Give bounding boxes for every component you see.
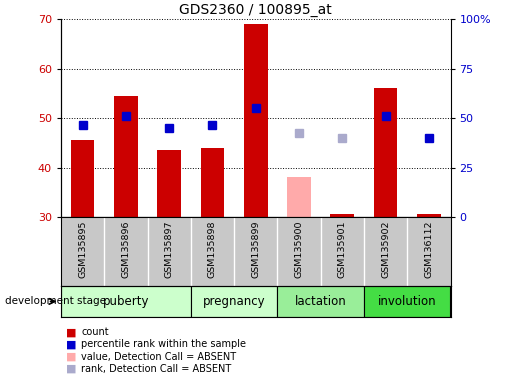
Bar (374, 88, 398, 217)
Text: development stage: development stage (5, 296, 107, 306)
Text: ■: ■ (66, 339, 77, 349)
Bar (70, 140, 94, 217)
Text: percentile rank within the sample: percentile rank within the sample (81, 339, 246, 349)
Text: GSM136112: GSM136112 (425, 220, 434, 278)
Text: GSM135898: GSM135898 (208, 220, 217, 278)
Text: involution: involution (378, 295, 437, 308)
Bar (364, 286, 450, 317)
Text: GSM135897: GSM135897 (165, 220, 174, 278)
Text: lactation: lactation (295, 295, 347, 308)
Bar (191, 286, 277, 317)
Text: GSM135899: GSM135899 (251, 220, 260, 278)
Text: GSM135900: GSM135900 (295, 220, 304, 278)
Bar (417, 215, 441, 217)
Bar (244, 24, 268, 217)
Text: ■: ■ (66, 364, 77, 374)
Text: ■: ■ (66, 327, 77, 337)
Text: GSM135895: GSM135895 (78, 220, 87, 278)
Text: value, Detection Call = ABSENT: value, Detection Call = ABSENT (81, 352, 236, 362)
Bar (157, 150, 181, 217)
Text: GSM135901: GSM135901 (338, 220, 347, 278)
Text: rank, Detection Call = ABSENT: rank, Detection Call = ABSENT (81, 364, 231, 374)
Text: puberty: puberty (103, 295, 149, 308)
Text: pregnancy: pregnancy (203, 295, 266, 308)
Text: GSM135896: GSM135896 (121, 220, 130, 278)
Text: ■: ■ (66, 352, 77, 362)
Bar (330, 215, 354, 217)
Bar (287, 177, 311, 217)
Bar (61, 286, 191, 317)
Text: count: count (81, 327, 109, 337)
Bar (114, 96, 138, 217)
Title: GDS2360 / 100895_at: GDS2360 / 100895_at (179, 3, 332, 17)
Bar (200, 148, 224, 217)
Text: GSM135902: GSM135902 (381, 220, 390, 278)
Bar (277, 286, 364, 317)
